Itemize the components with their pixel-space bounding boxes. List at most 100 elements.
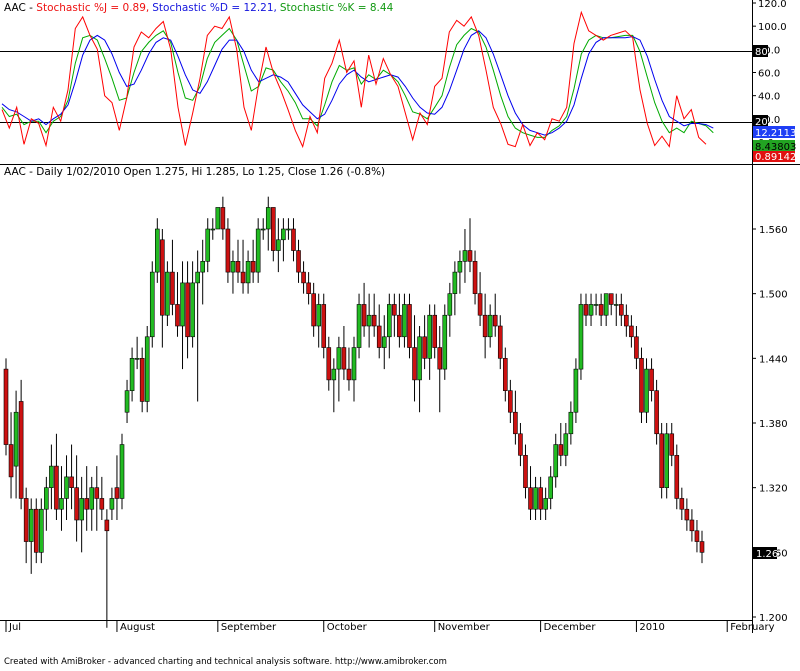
candle-body bbox=[613, 304, 619, 306]
candle-body bbox=[619, 304, 624, 316]
candle bbox=[447, 282, 453, 337]
candle bbox=[462, 229, 468, 283]
candle-body bbox=[185, 282, 190, 338]
candle-body bbox=[422, 336, 427, 359]
candle-body bbox=[482, 314, 488, 338]
candle-body bbox=[49, 465, 54, 488]
candle-body bbox=[689, 519, 695, 532]
candle-body bbox=[387, 304, 392, 338]
candle bbox=[583, 293, 589, 326]
series-d-line bbox=[1, 30, 714, 136]
candle bbox=[427, 304, 432, 380]
candle bbox=[296, 239, 301, 283]
candle-body bbox=[568, 411, 574, 435]
candle bbox=[533, 476, 538, 520]
candle-body bbox=[684, 508, 690, 521]
candle-body bbox=[593, 304, 599, 306]
x-tick-label: August bbox=[120, 622, 155, 633]
indicator-y-tick-label: 40.0 bbox=[758, 92, 780, 103]
candle bbox=[634, 326, 639, 370]
candle bbox=[180, 261, 185, 370]
candle-body bbox=[265, 207, 271, 230]
candle bbox=[528, 466, 533, 520]
candle-body bbox=[291, 228, 296, 251]
candle-body bbox=[129, 358, 135, 391]
candle bbox=[417, 326, 422, 413]
candle-body bbox=[361, 304, 367, 327]
candle-body bbox=[134, 358, 140, 360]
candle bbox=[361, 282, 367, 337]
candle-body bbox=[533, 487, 538, 510]
candle-body bbox=[170, 271, 175, 305]
x-tick-label: October bbox=[327, 622, 368, 633]
candle-body bbox=[326, 347, 332, 381]
candle bbox=[613, 293, 619, 326]
price-y-tick-label: 1.320 bbox=[759, 484, 788, 495]
candle-body bbox=[351, 347, 357, 381]
level-label-20: 20 bbox=[755, 117, 768, 128]
candle-body bbox=[603, 293, 609, 316]
indicator-y-tick-label: 120.0 bbox=[758, 0, 787, 10]
candle bbox=[94, 466, 100, 531]
candle-body bbox=[301, 271, 306, 284]
candle bbox=[523, 444, 528, 499]
candle-body bbox=[563, 433, 569, 456]
candle-body bbox=[654, 390, 659, 435]
candlesticks bbox=[3, 196, 705, 628]
candle-body bbox=[492, 314, 498, 327]
candle bbox=[497, 315, 503, 370]
x-tick-label: December bbox=[544, 622, 597, 633]
candle bbox=[371, 293, 377, 337]
price-y-tick-label: 1.380 bbox=[759, 419, 788, 430]
candle-body bbox=[508, 390, 513, 413]
candle bbox=[114, 455, 120, 520]
candle-body bbox=[371, 314, 377, 327]
candle bbox=[376, 304, 382, 359]
candle bbox=[603, 293, 609, 326]
candle-body bbox=[598, 304, 604, 316]
candle-body bbox=[644, 368, 649, 413]
candle bbox=[674, 444, 680, 510]
candle bbox=[503, 347, 508, 402]
candle bbox=[568, 401, 574, 445]
candle-body bbox=[84, 498, 89, 510]
candle bbox=[155, 218, 160, 283]
candle bbox=[513, 390, 518, 445]
candle bbox=[99, 476, 105, 520]
candle bbox=[165, 261, 170, 326]
candle-body bbox=[467, 250, 473, 262]
candle-body bbox=[33, 508, 39, 553]
candle-body bbox=[432, 314, 437, 348]
candle-body bbox=[376, 325, 382, 348]
candle bbox=[286, 218, 291, 240]
candle-body bbox=[497, 325, 503, 359]
candle bbox=[18, 379, 24, 510]
candle bbox=[387, 293, 392, 359]
candle-body bbox=[215, 207, 221, 230]
candle-body bbox=[427, 314, 432, 359]
candle bbox=[326, 336, 332, 391]
candle-body bbox=[472, 261, 478, 294]
x-tick-label: Jul bbox=[8, 622, 21, 633]
candle-body bbox=[245, 261, 251, 284]
candle-body bbox=[513, 411, 518, 435]
candle bbox=[492, 293, 498, 337]
series-k-line bbox=[1, 27, 714, 138]
candle-body bbox=[518, 433, 523, 456]
candle bbox=[472, 250, 478, 305]
candle bbox=[109, 487, 115, 520]
candle bbox=[271, 207, 276, 262]
indicator-title: AAC - Stochastic %J = 0.89, Stochastic %D… bbox=[4, 2, 394, 14]
candle-body bbox=[230, 261, 236, 273]
candle bbox=[407, 293, 412, 359]
candle bbox=[366, 293, 372, 348]
badge-k-value: 8.43803 bbox=[755, 142, 796, 153]
candle-body bbox=[487, 314, 493, 338]
candle-body bbox=[649, 368, 654, 391]
candle-body bbox=[114, 487, 120, 499]
candle-body bbox=[64, 476, 69, 499]
candle bbox=[119, 433, 125, 510]
candle bbox=[230, 250, 236, 294]
indicator-y-tick-label: 100.0 bbox=[758, 22, 787, 33]
candle bbox=[351, 336, 357, 402]
